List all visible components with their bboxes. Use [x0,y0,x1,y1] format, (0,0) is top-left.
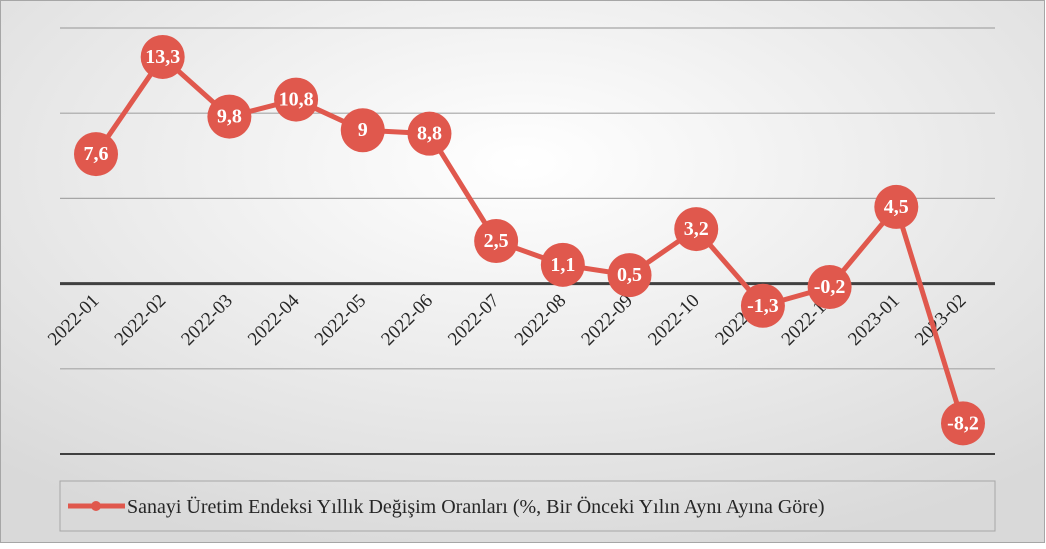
data-label: 13,3 [145,46,180,68]
data-label: 8,8 [417,123,442,145]
data-point [340,108,385,153]
data-label: 4,5 [884,196,909,218]
data-label: 9,8 [217,106,242,128]
data-point [74,132,118,177]
data-label: 0,5 [617,264,642,286]
data-label: -0,2 [814,276,846,298]
plot: 7,6 13,3 9,8 10,8 9 8,8 2,5 1,1 0,5 3,2 -1,3 -0,2 4,… [74,34,985,446]
data-point [274,77,319,122]
data-label: 2,5 [484,230,509,252]
data-point [807,265,852,310]
legend-label: Sanayi Üretim Endeksi Yıllık Değişim Ora… [127,495,825,518]
data-point [140,34,185,79]
data-label: 1,1 [550,254,575,276]
legend: Sanayi Üretim Endeksi Yıllık Değişim Ora… [68,495,825,518]
data-label: 7,6 [84,143,109,165]
data-point [740,283,785,328]
data-label: 10,8 [279,89,314,111]
data-label: -1,3 [747,295,779,317]
data-point [874,184,919,229]
data-point [607,253,652,298]
data-label: 9 [358,119,368,141]
data-point [474,219,519,263]
data-point [540,242,585,287]
data-point [407,111,452,156]
data-point [207,94,252,139]
data-label: -8,2 [947,412,979,434]
legend-box [59,480,996,532]
data-label: 3,2 [684,218,709,240]
data-point [941,401,985,446]
legend-marker [91,501,101,511]
data-point [674,207,719,252]
